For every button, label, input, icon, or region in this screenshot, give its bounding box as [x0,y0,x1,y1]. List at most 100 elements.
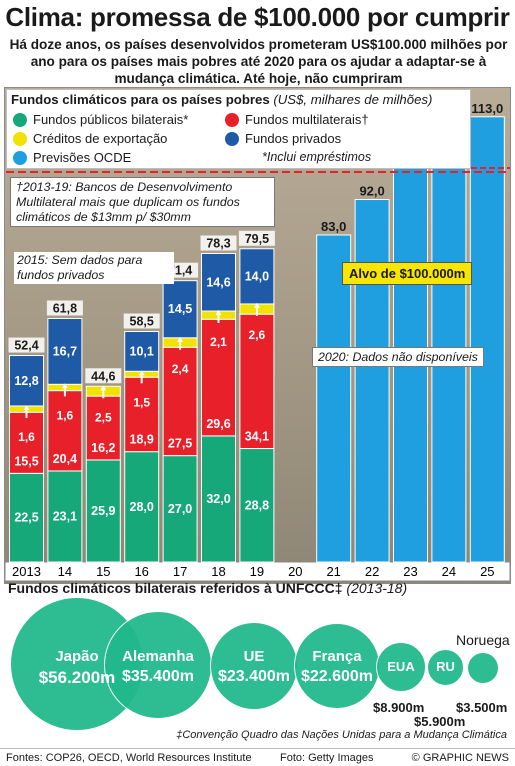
export-credit-arrowhead [61,383,68,389]
france-value: $22.600m [300,668,374,685]
bar-segment [124,376,160,453]
segment-label: 25,9 [91,504,115,518]
bar-segment [162,455,198,563]
bar-total-label: 58,5 [130,315,154,329]
usa-value: $8.900m [373,700,425,715]
photo-credit: Foto: Getty Images [280,752,374,764]
legend-label: Fundos públicos bilaterais* [33,112,189,127]
bar-segment [354,199,390,563]
bar-total-label: 52,4 [14,339,38,353]
x-tick-label: 14 [58,564,72,579]
footer: Fontes: COP26, OECD, World Resources Ins… [0,748,515,766]
legend-title-text: Fundos climáticos para os países pobres [11,92,270,107]
export-credit-arrowhead [177,336,184,342]
japan-value: $56.200m [38,668,116,687]
section2-title-text: Fundos climáticos bilaterais referidos à… [8,580,343,596]
x-tick-label: 25 [480,564,494,579]
legend-swatch-darkblue [225,131,239,146]
segment-label: 14,0 [245,269,269,283]
export-credit-arrowhead [215,310,222,316]
norway-value: $3.500m [456,700,508,715]
segment-label: 28,8 [245,498,269,512]
x-tick-label: 2013 [12,564,41,579]
bar-total-label: 78,3 [206,236,230,250]
segment-label: 18,9 [130,433,154,447]
segment-label: 27,0 [168,502,192,516]
annotation-mdb: †2013-19: Bancos de Desenvolvimento Mult… [10,177,275,227]
segment-label: 12,8 [14,374,38,388]
circle-france [294,623,380,709]
sources: Fontes: COP26, OECD, World Resources Ins… [6,752,252,764]
total-bg [85,368,122,384]
total-bg [46,300,83,316]
bar-segment [469,116,505,563]
legend-label: Fundos privados [245,131,342,146]
total-bg [123,313,160,329]
total-bg [238,230,275,246]
bar-segment [9,355,44,407]
legend-swatch-green [13,112,27,127]
segment-label: 1,6 [18,430,35,444]
legend-swatch-yellow [13,131,27,146]
bar-segment [316,234,352,563]
graphic-news-credit: © GRAPHIC NEWS [411,752,509,764]
section2-title: Fundos climáticos bilaterais referidos à… [8,580,407,596]
bar-segment [47,470,83,563]
bar-segment [85,459,121,563]
x-tick-label: 18 [211,564,225,579]
x-tick-label: 15 [96,564,110,579]
germany-name: Alemanha [122,648,194,665]
annotation-2015: 2015: Sem dados para fundos privados [14,252,174,284]
norway-name: Noruega [456,632,510,648]
segment-label: 28,0 [130,500,154,514]
bar-total-label: 83,0 [321,219,346,234]
export-credit-arrowhead [253,302,260,308]
segment-label: 1,5 [133,395,150,409]
circle-norway [467,652,499,684]
segment-label: 2,4 [172,362,189,376]
bar-segment [124,451,160,563]
segment-label: 23,1 [53,509,77,523]
bar-segment [85,395,121,461]
annotation-2020: 2020: Dados não disponíveis [312,347,484,367]
bar-segment [9,411,44,474]
circle-eu [210,622,298,710]
legend-item-export-credits: Créditos de exportação [13,131,167,146]
bar-total-label: 79,5 [245,232,269,246]
export-credit-arrowhead [138,370,145,376]
segment-label: 1,6 [57,408,74,422]
bar-segment [124,331,160,372]
bar-total-label: 71,4 [168,264,192,278]
bar-segment [239,448,275,563]
germany-value: $35.400m [121,668,195,685]
circle-usa [376,642,426,692]
legend-item-multilateral: Fundos multilaterais† [225,112,369,127]
segment-label: 34,1 [245,430,269,444]
segment-label: 10,1 [130,344,154,358]
bar-total-label: 113,0 [471,101,503,116]
bar-segment [47,390,83,472]
bar-segment [9,472,44,563]
total-bg [200,235,237,251]
legend-note: *Inclui empréstimos [262,150,372,164]
segment-label: 2,5 [95,410,112,424]
uk-name: RU [436,659,455,674]
uk-value: $5.900m [414,714,466,729]
legend-label: Previsões OCDE [33,150,132,165]
segment-label: 20,4 [53,452,77,466]
x-tick-label: 19 [250,564,264,579]
bar-total-label: 92,0 [359,184,384,199]
x-tick-label: 21 [326,564,340,579]
segment-label: 27,5 [168,437,192,451]
export-credit-arrowhead [23,404,30,410]
eu-name: UE [243,648,265,665]
section2-range: (2013-18) [346,580,408,596]
segment-label: 16,2 [91,441,115,455]
bar-segment [239,313,275,450]
legend-label: Fundos multilaterais† [245,112,369,127]
segment-label: 2,6 [249,328,266,342]
chart-legend: Fundos climáticos para os países pobres … [6,89,471,169]
x-tick-label: 22 [365,564,379,579]
segment-label: 16,7 [53,344,77,358]
